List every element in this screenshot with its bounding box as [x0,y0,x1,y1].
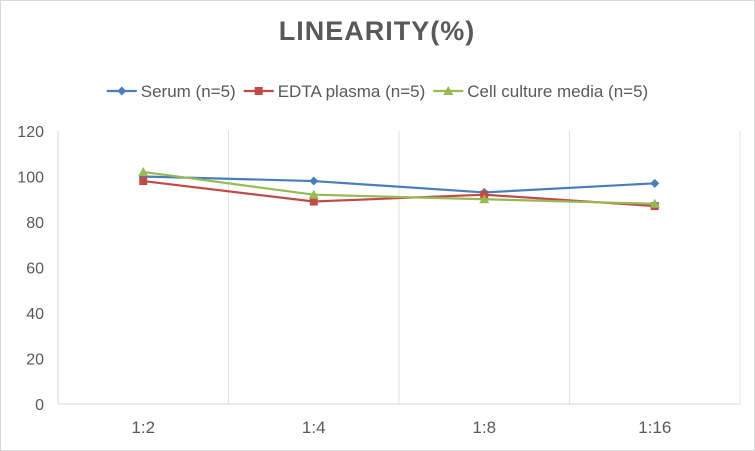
legend-label: Serum (n=5) [141,82,236,101]
legend-item: EDTA plasma (n=5) [243,82,426,101]
x-tick-label: 1:16 [638,418,671,437]
y-axis: 0 20 40 60 80 100 120 [17,124,44,414]
y-tick-label: 20 [26,352,44,369]
data-point [649,198,660,208]
data-point [138,166,149,176]
data-point [308,189,319,199]
series-line [143,179,655,208]
x-tick-label: 1:8 [472,418,496,437]
legend-label: Cell culture media (n=5) [467,82,648,101]
data-point [309,197,318,206]
legend: Serum (n=5) EDTA plasma (n=5) Cell culture… [106,82,648,101]
x-axis: 1:2 1:4 1:8 1:16 [131,418,671,437]
data-point [650,178,660,188]
x-tick-label: 1:4 [302,418,326,437]
legend-item: Serum (n=5) [106,82,236,101]
y-tick-label: 80 [26,215,44,232]
chart-title: LINEARITY(%) [279,16,476,46]
series-2 [138,166,660,208]
legend-label: EDTA plasma (n=5) [278,82,426,101]
y-tick-label: 100 [17,170,44,187]
series-group [138,166,660,211]
legend-marker [117,86,127,96]
legend-marker [443,86,454,95]
y-tick-label: 40 [26,306,44,323]
legend-marker [254,87,263,95]
y-tick-label: 60 [26,261,44,278]
series-line [143,175,655,194]
data-point [139,177,148,186]
grid [57,131,741,405]
legend-item: Cell culture media (n=5) [433,82,648,101]
data-point [309,176,319,186]
series-line [143,170,655,205]
y-tick-label: 120 [17,124,44,141]
x-tick-label: 1:2 [131,418,155,437]
y-tick-label: 0 [35,397,44,414]
data-point [479,194,490,204]
